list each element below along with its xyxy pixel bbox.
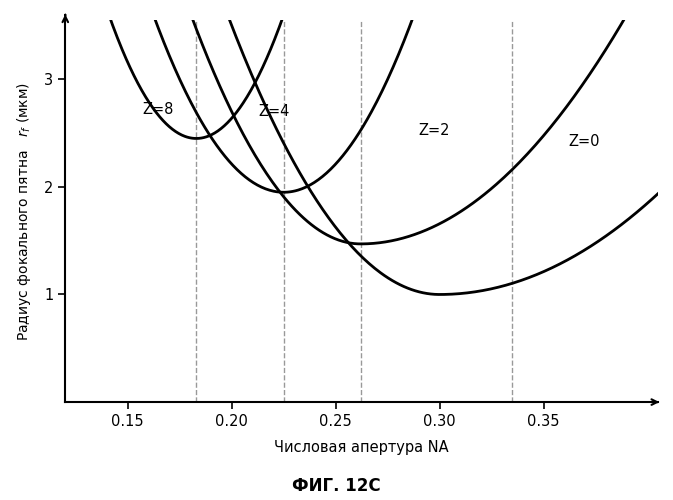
Text: ФИГ. 12C: ФИГ. 12C <box>292 477 381 495</box>
Y-axis label: Радиус фокального пятна   $r_f$ (мкм): Радиус фокального пятна $r_f$ (мкм) <box>15 82 33 340</box>
Text: Z=4: Z=4 <box>258 104 290 119</box>
X-axis label: Числовая апертура NA: Числовая апертура NA <box>275 440 449 455</box>
Text: Z=0: Z=0 <box>569 134 600 149</box>
Text: Z=2: Z=2 <box>419 124 450 138</box>
Text: Z=8: Z=8 <box>142 102 174 117</box>
